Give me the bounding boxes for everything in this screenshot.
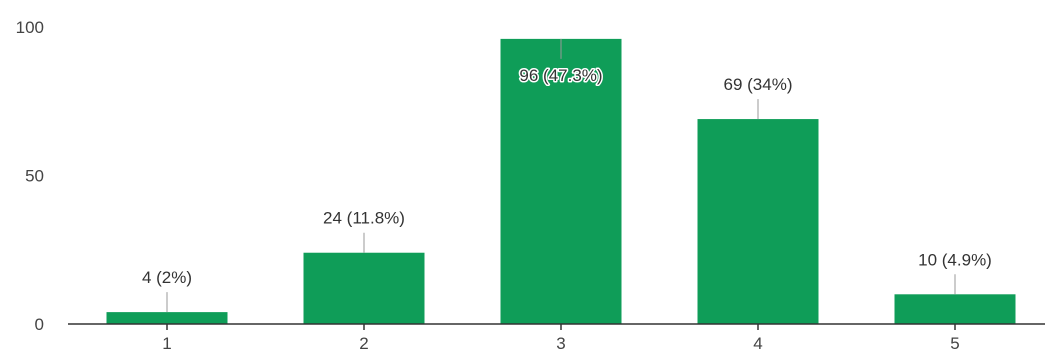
- y-tick-label: 50: [25, 167, 44, 186]
- data-label: 24 (11.8%): [323, 209, 405, 228]
- data-label: 10 (4.9%): [918, 250, 992, 269]
- y-tick-label: 0: [35, 315, 44, 334]
- x-tick-label: 4: [753, 334, 762, 353]
- x-tick-label: 3: [556, 334, 565, 353]
- data-label: 96 (47.3%): [519, 66, 602, 85]
- x-tick-label: 1: [162, 334, 171, 353]
- bar: [500, 38, 622, 324]
- x-tick-label: 2: [359, 334, 368, 353]
- y-tick-label: 100: [16, 18, 44, 37]
- data-label-leaders: [166, 38, 956, 313]
- data-label: 4 (2%): [142, 268, 192, 287]
- bar: [697, 119, 819, 324]
- bar: [894, 294, 1016, 324]
- data-label: 69 (34%): [724, 75, 793, 94]
- x-tick-label: 5: [950, 334, 959, 353]
- bar-series: [106, 38, 1016, 324]
- x-axis-ticks: 1 2 3 4 5: [162, 324, 960, 353]
- bar: [106, 312, 228, 324]
- data-labels: 4 (2%) 24 (11.8%) 96 (47.3%) 69 (34%) 10 (4.…: [142, 64, 992, 287]
- bar: [303, 252, 425, 324]
- y-axis-ticks: 0 50 100: [16, 18, 44, 334]
